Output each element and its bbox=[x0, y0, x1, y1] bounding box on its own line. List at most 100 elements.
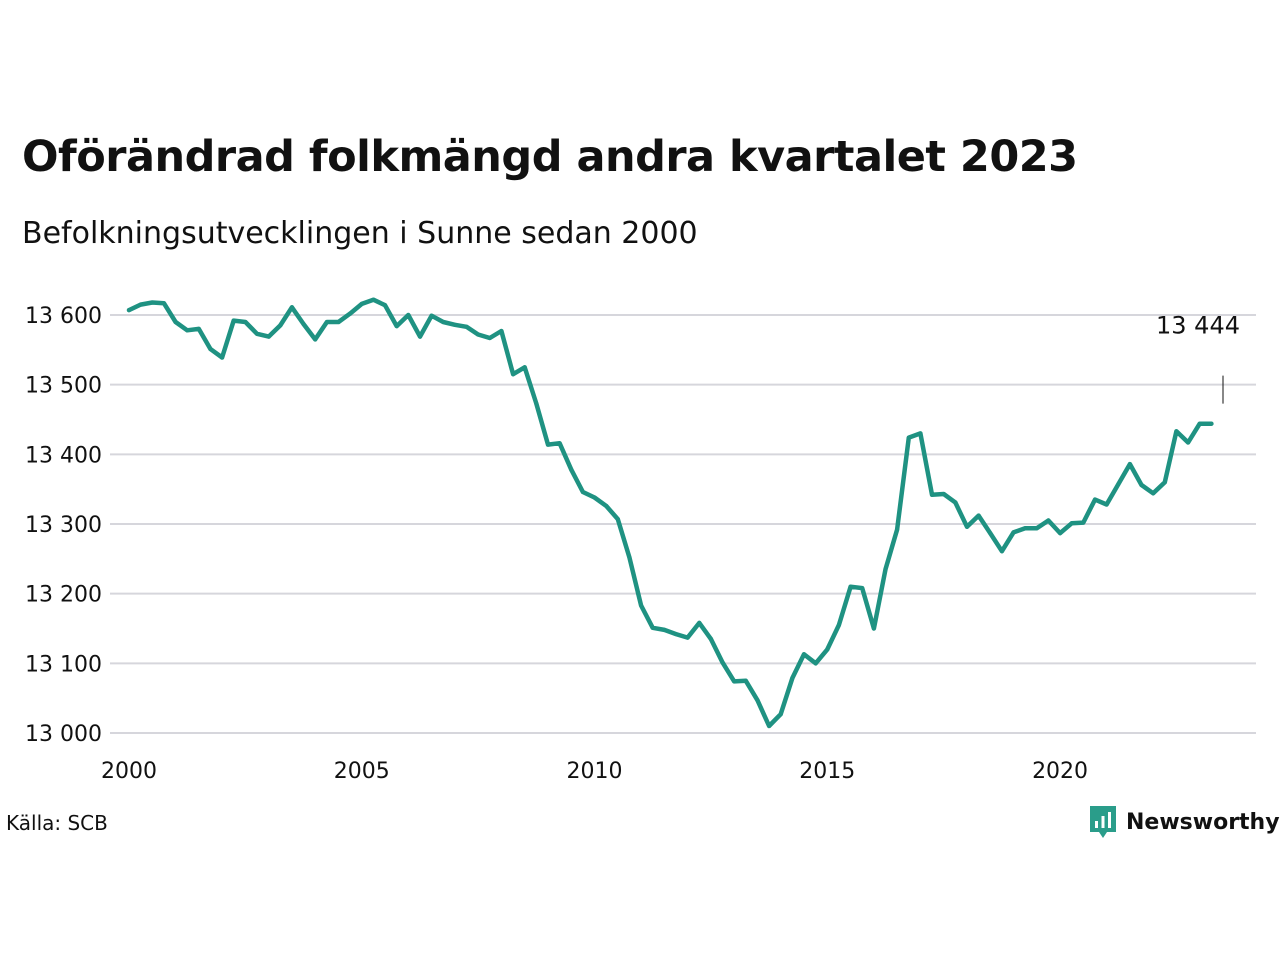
data-point bbox=[383, 303, 387, 308]
data-point bbox=[732, 679, 737, 684]
data-point bbox=[1116, 482, 1121, 487]
x-axis-tick-labels: 2000 2005 2010 2015 2020 bbox=[101, 759, 1088, 784]
data-point bbox=[266, 334, 271, 339]
data-point bbox=[883, 567, 888, 572]
data-point bbox=[1151, 491, 1156, 496]
data-point bbox=[999, 549, 1004, 554]
data-point bbox=[359, 301, 364, 306]
y-tick-label: 13 500 bbox=[25, 374, 102, 399]
data-point bbox=[1186, 440, 1191, 445]
data-point bbox=[476, 332, 481, 337]
data-point bbox=[580, 490, 585, 494]
data-point bbox=[196, 326, 201, 331]
data-point bbox=[708, 637, 713, 641]
data-point bbox=[255, 331, 259, 336]
y-tick-label: 13 100 bbox=[25, 652, 102, 677]
data-point bbox=[173, 320, 178, 324]
y-tick-label: 13 600 bbox=[25, 304, 102, 329]
data-point bbox=[208, 347, 213, 352]
data-point bbox=[871, 626, 876, 631]
data-point bbox=[848, 584, 853, 589]
data-point bbox=[336, 320, 341, 324]
data-point bbox=[930, 492, 934, 497]
data-point bbox=[243, 320, 248, 324]
data-point bbox=[534, 401, 539, 406]
data-point bbox=[1127, 462, 1132, 467]
data-point bbox=[825, 647, 830, 652]
data-point bbox=[1104, 502, 1109, 507]
data-point bbox=[1069, 521, 1074, 526]
data-point bbox=[1162, 480, 1167, 485]
data-point bbox=[394, 324, 399, 329]
gridlines bbox=[110, 314, 1256, 734]
data-point bbox=[278, 323, 283, 328]
data-point bbox=[1058, 531, 1063, 536]
data-point bbox=[662, 627, 667, 632]
x-tick-label: 2015 bbox=[799, 759, 855, 784]
data-point bbox=[569, 467, 574, 472]
data-point bbox=[371, 297, 376, 302]
data-point bbox=[150, 300, 155, 305]
data-point bbox=[685, 635, 690, 640]
data-point bbox=[953, 500, 958, 505]
annotation-label: 13 444 bbox=[1156, 312, 1240, 340]
data-point bbox=[755, 698, 760, 703]
data-point bbox=[1093, 497, 1097, 502]
data-point bbox=[720, 660, 725, 665]
data-point bbox=[1139, 483, 1144, 487]
data-point bbox=[627, 555, 632, 560]
data-point bbox=[557, 441, 562, 446]
data-point bbox=[650, 625, 655, 630]
data-point bbox=[441, 320, 446, 324]
data-point bbox=[161, 301, 166, 306]
data-point bbox=[301, 322, 306, 327]
y-tick-label: 13 400 bbox=[25, 443, 102, 468]
data-point bbox=[1197, 421, 1202, 426]
y-tick-label: 13 300 bbox=[25, 513, 102, 538]
x-tick-label: 2005 bbox=[334, 759, 390, 784]
data-point bbox=[941, 492, 946, 496]
data-point bbox=[522, 365, 527, 370]
data-point bbox=[1081, 520, 1086, 525]
data-point bbox=[464, 324, 469, 329]
data-point bbox=[1174, 429, 1179, 434]
data-points bbox=[127, 297, 1214, 728]
data-point bbox=[697, 620, 702, 625]
data-point bbox=[324, 320, 329, 324]
data-point bbox=[546, 442, 550, 447]
y-tick-label: 13 200 bbox=[25, 583, 102, 608]
x-tick-label: 2020 bbox=[1032, 759, 1088, 784]
data-point bbox=[976, 513, 981, 518]
source-note: Källa: SCB bbox=[6, 811, 108, 835]
y-tick-label: 13 000 bbox=[25, 722, 102, 747]
data-point bbox=[511, 372, 516, 377]
data-point bbox=[220, 355, 225, 360]
chart-subtitle: Befolkningsutvecklingen i Sunne sedan 20… bbox=[22, 216, 698, 251]
data-point bbox=[429, 313, 434, 318]
data-point bbox=[906, 435, 911, 440]
data-point bbox=[138, 302, 143, 307]
data-point bbox=[895, 527, 900, 532]
data-point bbox=[813, 661, 818, 666]
data-point bbox=[918, 431, 923, 436]
data-point bbox=[499, 329, 504, 333]
data-point bbox=[615, 517, 620, 522]
data-point bbox=[1011, 530, 1016, 535]
data-point bbox=[743, 678, 748, 683]
x-tick-label: 2010 bbox=[567, 759, 623, 784]
x-tick-label: 2000 bbox=[101, 759, 157, 784]
data-point bbox=[639, 603, 644, 608]
data-point bbox=[592, 495, 597, 500]
series-line bbox=[126, 297, 1214, 729]
brand-logo: Newsworthy bbox=[1088, 804, 1280, 840]
data-point bbox=[988, 531, 993, 536]
data-point bbox=[674, 632, 678, 637]
data-point bbox=[185, 328, 190, 333]
data-point bbox=[289, 305, 294, 310]
brand-name: Newsworthy bbox=[1126, 809, 1280, 835]
data-point bbox=[836, 623, 841, 627]
data-point bbox=[231, 318, 236, 323]
data-point bbox=[860, 586, 865, 591]
data-point bbox=[1034, 526, 1039, 531]
